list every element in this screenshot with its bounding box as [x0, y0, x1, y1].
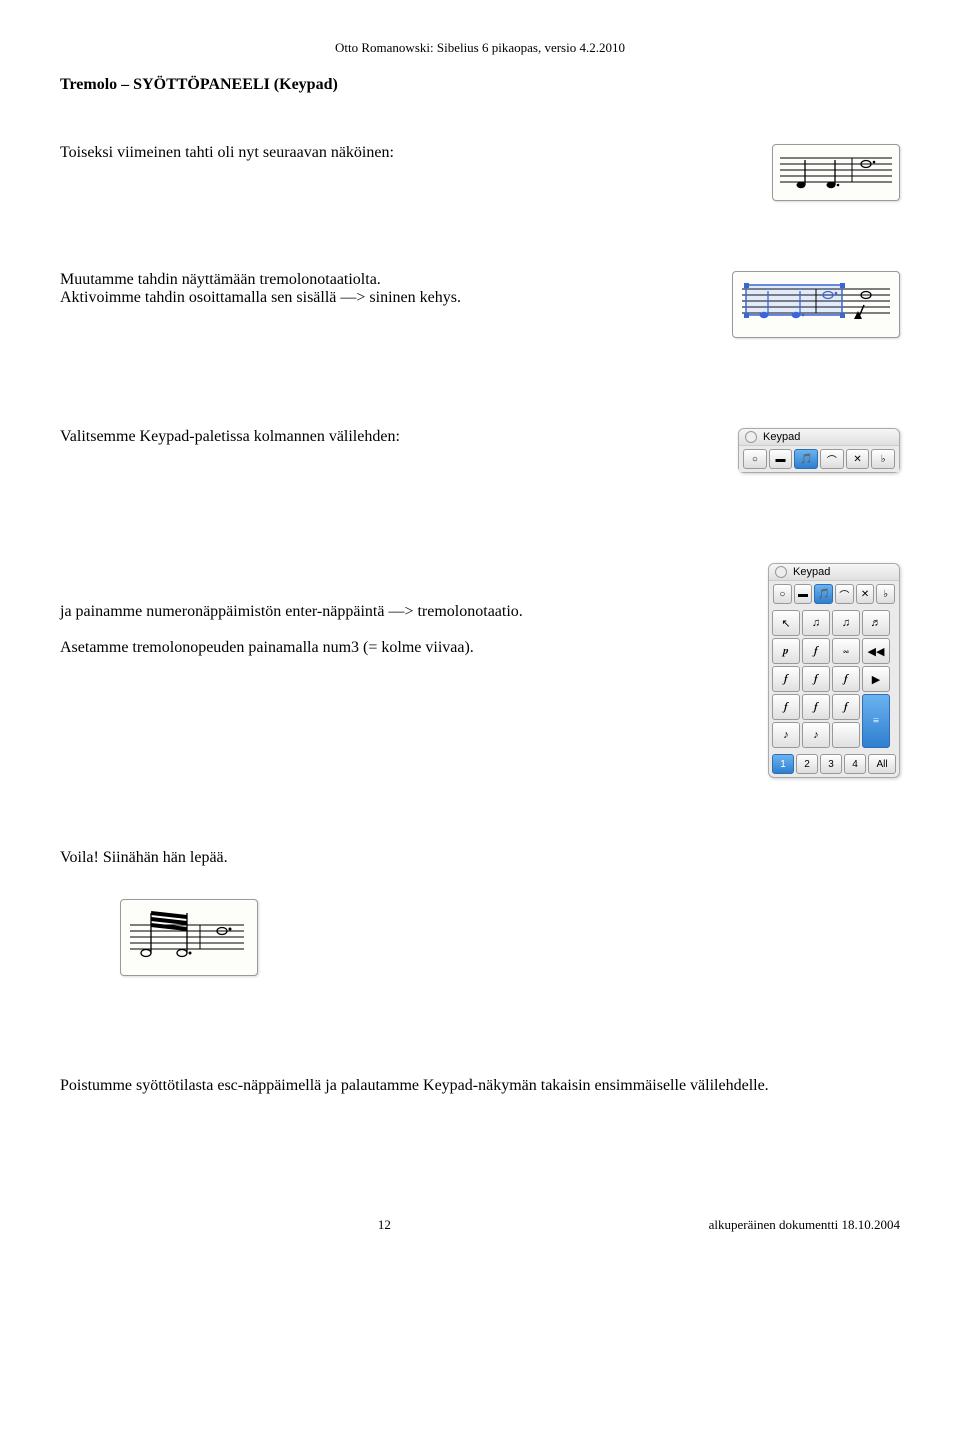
- footer-right-text: alkuperäinen dokumentti 18.10.2004: [709, 1217, 900, 1233]
- keypad-key[interactable]: 𝆑: [802, 694, 830, 720]
- page-footer: 12 alkuperäinen dokumentti 18.10.2004: [60, 1217, 900, 1233]
- keypad-panel-small[interactable]: Keypad ○ ▬ 🎵 ⌒ ✕ ♭: [738, 428, 900, 473]
- keypad-key[interactable]: 𝆑: [832, 666, 860, 692]
- block-2: Muutamme tahdin näyttämään tremolonotaat…: [60, 271, 900, 338]
- keypad-tabs-small: ○ ▬ 🎵 ⌒ ✕ ♭: [739, 446, 899, 472]
- paragraph-4a: ja painamme numeronäppäimistön enter-näp…: [60, 603, 523, 620]
- keypad-tab-3[interactable]: ⌒: [835, 584, 854, 604]
- keypad-tabs-large: ○ ▬ 🎵 ⌒ ✕ ♭: [769, 581, 899, 607]
- keypad-key[interactable]: ♫: [802, 610, 830, 636]
- panel-titlebar-large: Keypad: [769, 564, 899, 581]
- paragraph-2b: Aktivoimme tahdin osoittamalla sen sisäl…: [60, 289, 461, 306]
- keypad-key[interactable]: ♪: [802, 722, 830, 748]
- keypad-tab-4[interactable]: ✕: [846, 449, 870, 469]
- music-snippet-3: [120, 899, 258, 976]
- block-4: ja painamme numeronäppäimistön enter-näp…: [60, 563, 900, 778]
- keypad-key[interactable]: ♬: [862, 610, 890, 636]
- paragraph-4: ja painamme numeronäppäimistön enter-näp…: [60, 563, 728, 657]
- keypad-voice-2[interactable]: 2: [796, 754, 818, 774]
- panel-title-text: Keypad: [793, 566, 830, 578]
- panel-title-text: Keypad: [763, 431, 800, 443]
- paragraph-5: Voila! Siinähän hän lepää.: [60, 848, 900, 869]
- keypad-key[interactable]: 𝆑: [772, 694, 800, 720]
- keypad-key[interactable]: [832, 722, 860, 748]
- window-close-icon[interactable]: [745, 431, 757, 443]
- paragraph-1: Toiseksi viimeinen tahti oli nyt seuraav…: [60, 144, 732, 162]
- block-1: Toiseksi viimeinen tahti oli nyt seuraav…: [60, 144, 900, 201]
- keypad-key[interactable]: ↖: [772, 610, 800, 636]
- keypad-key[interactable]: 𝆑: [802, 666, 830, 692]
- music-snippet-2: [732, 271, 900, 338]
- keypad-voice-3[interactable]: 3: [820, 754, 842, 774]
- keypad-tab-1[interactable]: ▬: [794, 584, 813, 604]
- keypad-tab-2[interactable]: 🎵: [794, 449, 818, 469]
- keypad-key[interactable]: ♫: [832, 610, 860, 636]
- paragraph-3: Valitsemme Keypad-paletissa kolmannen vä…: [60, 428, 698, 446]
- keypad-grid: ↖ ♫ ♫ ♬ 𝆏 𝆑 𝆗 ◀◀ 𝆑 𝆑 𝆑 ▶ 𝆑 𝆑 𝆑 ≡ ♪ ♪: [769, 607, 899, 751]
- keypad-key[interactable]: 𝆑: [772, 666, 800, 692]
- keypad-tab-2[interactable]: 🎵: [814, 584, 833, 604]
- window-close-icon[interactable]: [775, 566, 787, 578]
- keypad-key[interactable]: 𝆗: [832, 638, 860, 664]
- keypad-key[interactable]: ◀◀: [862, 638, 890, 664]
- keypad-key[interactable]: ▶: [862, 666, 890, 692]
- music-snippet-1: [772, 144, 900, 201]
- section-title: Tremolo – SYÖTTÖPANEELI (Keypad): [60, 76, 900, 94]
- keypad-tab-1[interactable]: ▬: [769, 449, 793, 469]
- keypad-tab-5[interactable]: ♭: [876, 584, 895, 604]
- page-header: Otto Romanowski: Sibelius 6 pikaopas, ve…: [60, 40, 900, 56]
- keypad-panel-large[interactable]: Keypad ○ ▬ 🎵 ⌒ ✕ ♭ ↖ ♫ ♫ ♬ 𝆏 𝆑 𝆗 ◀◀ 𝆑 �: [768, 563, 900, 778]
- keypad-tab-3[interactable]: ⌒: [820, 449, 844, 469]
- keypad-tab-4[interactable]: ✕: [856, 584, 875, 604]
- panel-titlebar: Keypad: [739, 429, 899, 446]
- paragraph-2a: Muutamme tahdin näyttämään tremolonotaat…: [60, 271, 381, 288]
- paragraph-4b: Asetamme tremolonopeuden painamalla num3…: [60, 639, 474, 656]
- keypad-key[interactable]: 𝆏: [772, 638, 800, 664]
- keypad-tab-0[interactable]: ○: [773, 584, 792, 604]
- keypad-key[interactable]: ♪: [772, 722, 800, 748]
- keypad-tab-5[interactable]: ♭: [871, 449, 895, 469]
- keypad-key-enter[interactable]: ≡: [862, 694, 890, 748]
- keypad-key[interactable]: 𝆑: [802, 638, 830, 664]
- keypad-tab-0[interactable]: ○: [743, 449, 767, 469]
- block-3: Valitsemme Keypad-paletissa kolmannen vä…: [60, 428, 900, 473]
- keypad-voice-4[interactable]: 4: [844, 754, 866, 774]
- footer-page-number: 12: [378, 1217, 391, 1233]
- keypad-voice-all[interactable]: All: [868, 754, 896, 774]
- paragraph-2: Muutamme tahdin näyttämään tremolonotaat…: [60, 271, 692, 307]
- keypad-key[interactable]: 𝆑: [832, 694, 860, 720]
- document-page: Otto Romanowski: Sibelius 6 pikaopas, ve…: [0, 0, 960, 1263]
- keypad-bottom-row: 1 2 3 4 All: [769, 751, 899, 777]
- paragraph-6: Poistumme syöttötilasta esc-näppäimellä …: [60, 1076, 900, 1097]
- keypad-voice-1[interactable]: 1: [772, 754, 794, 774]
